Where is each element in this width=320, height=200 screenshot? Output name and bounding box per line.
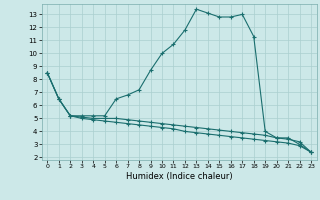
X-axis label: Humidex (Indice chaleur): Humidex (Indice chaleur) — [126, 172, 233, 181]
